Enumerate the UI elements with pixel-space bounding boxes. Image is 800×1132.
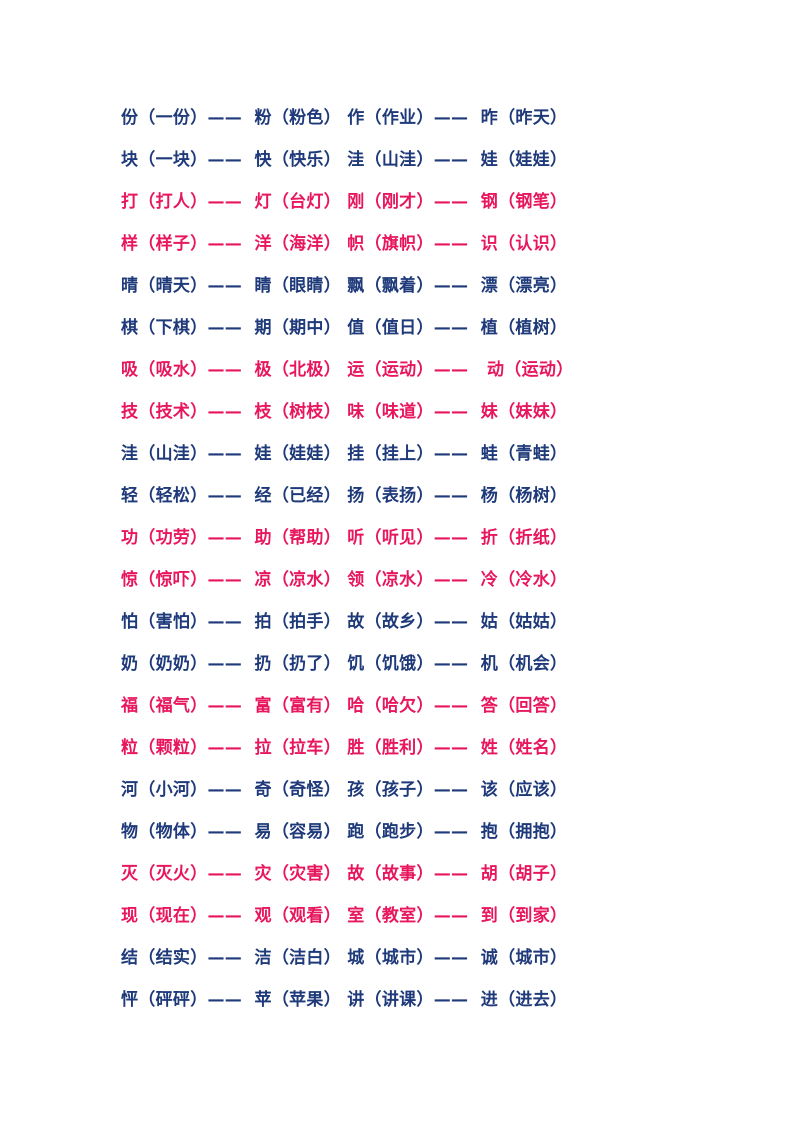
word-pair-row: 现（现在）—— 观（观看） 室（教室）—— 到（到家） [121,906,568,926]
word-pair-row: 怕（害怕）—— 拍（拍手） 故（故乡）—— 姑（姑姑） [121,612,568,632]
word-pair-row: 轻（轻松）—— 经（已经） 扬（表扬）—— 杨（杨树） [121,486,568,506]
word-pair-row: 功（功劳）—— 助（帮助） 听（听见）—— 折（折纸） [121,528,568,548]
word-pair-list: 份（一份）—— 粉（粉色） 作（作业）—— 昨（昨天） 块（一块）—— 快（快乐… [121,98,741,1022]
word-pair-row: 样（样子）—— 洋（海洋） 帜（旗帜）—— 识（认识） [121,234,568,254]
word-pair-row: 晴（晴天）—— 睛（眼睛） 飘（飘着）—— 漂（漂亮） [121,276,568,296]
word-pair-row: 物（物体）—— 易（容易） 跑（跑步）—— 抱（拥抱） [121,822,568,842]
word-pair-row: 福（福气）—— 富（富有） 哈（哈欠）—— 答（回答） [121,696,568,716]
word-pair-row: 怦（砰砰）—— 苹（苹果） 讲（讲课）—— 进（进去） [121,990,568,1010]
word-pair-row: 棋（下棋）—— 期（期中） 值（值日）—— 植（植树） [121,318,568,338]
word-pair-row: 奶（奶奶）—— 扔（扔了） 饥（饥饿）—— 机（机会） [121,654,568,674]
word-pair-row: 粒（颗粒）—— 拉（拉车） 胜（胜利）—— 姓（姓名） [121,738,568,758]
word-pair-row: 结（结实）—— 洁（洁白） 城（城市）—— 诚（城市） [121,948,568,968]
word-pair-row: 灭（灭火）—— 灾（灾害） 故（故事）—— 胡（胡子） [121,864,568,884]
word-pair-row: 份（一份）—— 粉（粉色） 作（作业）—— 昨（昨天） [121,108,568,128]
word-pair-row: 洼（山洼）—— 娃（娃娃） 挂（挂上）—— 蛙（青蛙） [121,444,568,464]
word-pair-row: 技（技术）—— 枝（树枝） 味（味道）—— 妹（妹妹） [121,402,568,422]
word-pair-row: 惊（惊吓）—— 凉（凉水） 领（凉水）—— 冷（冷水） [121,570,568,590]
word-pair-row: 吸（吸水）—— 极（北极） 运（运动）—— 动（运动） [121,360,574,380]
word-pair-row: 块（一块）—— 快（快乐） 洼（山洼）—— 娃（娃娃） [121,150,568,170]
word-pair-row: 打（打人）—— 灯（台灯） 刚（刚才）—— 钢（钢笔） [121,192,568,212]
word-pair-row: 河（小河）—— 奇（奇怪） 孩（孩子）—— 该（应该） [121,780,568,800]
